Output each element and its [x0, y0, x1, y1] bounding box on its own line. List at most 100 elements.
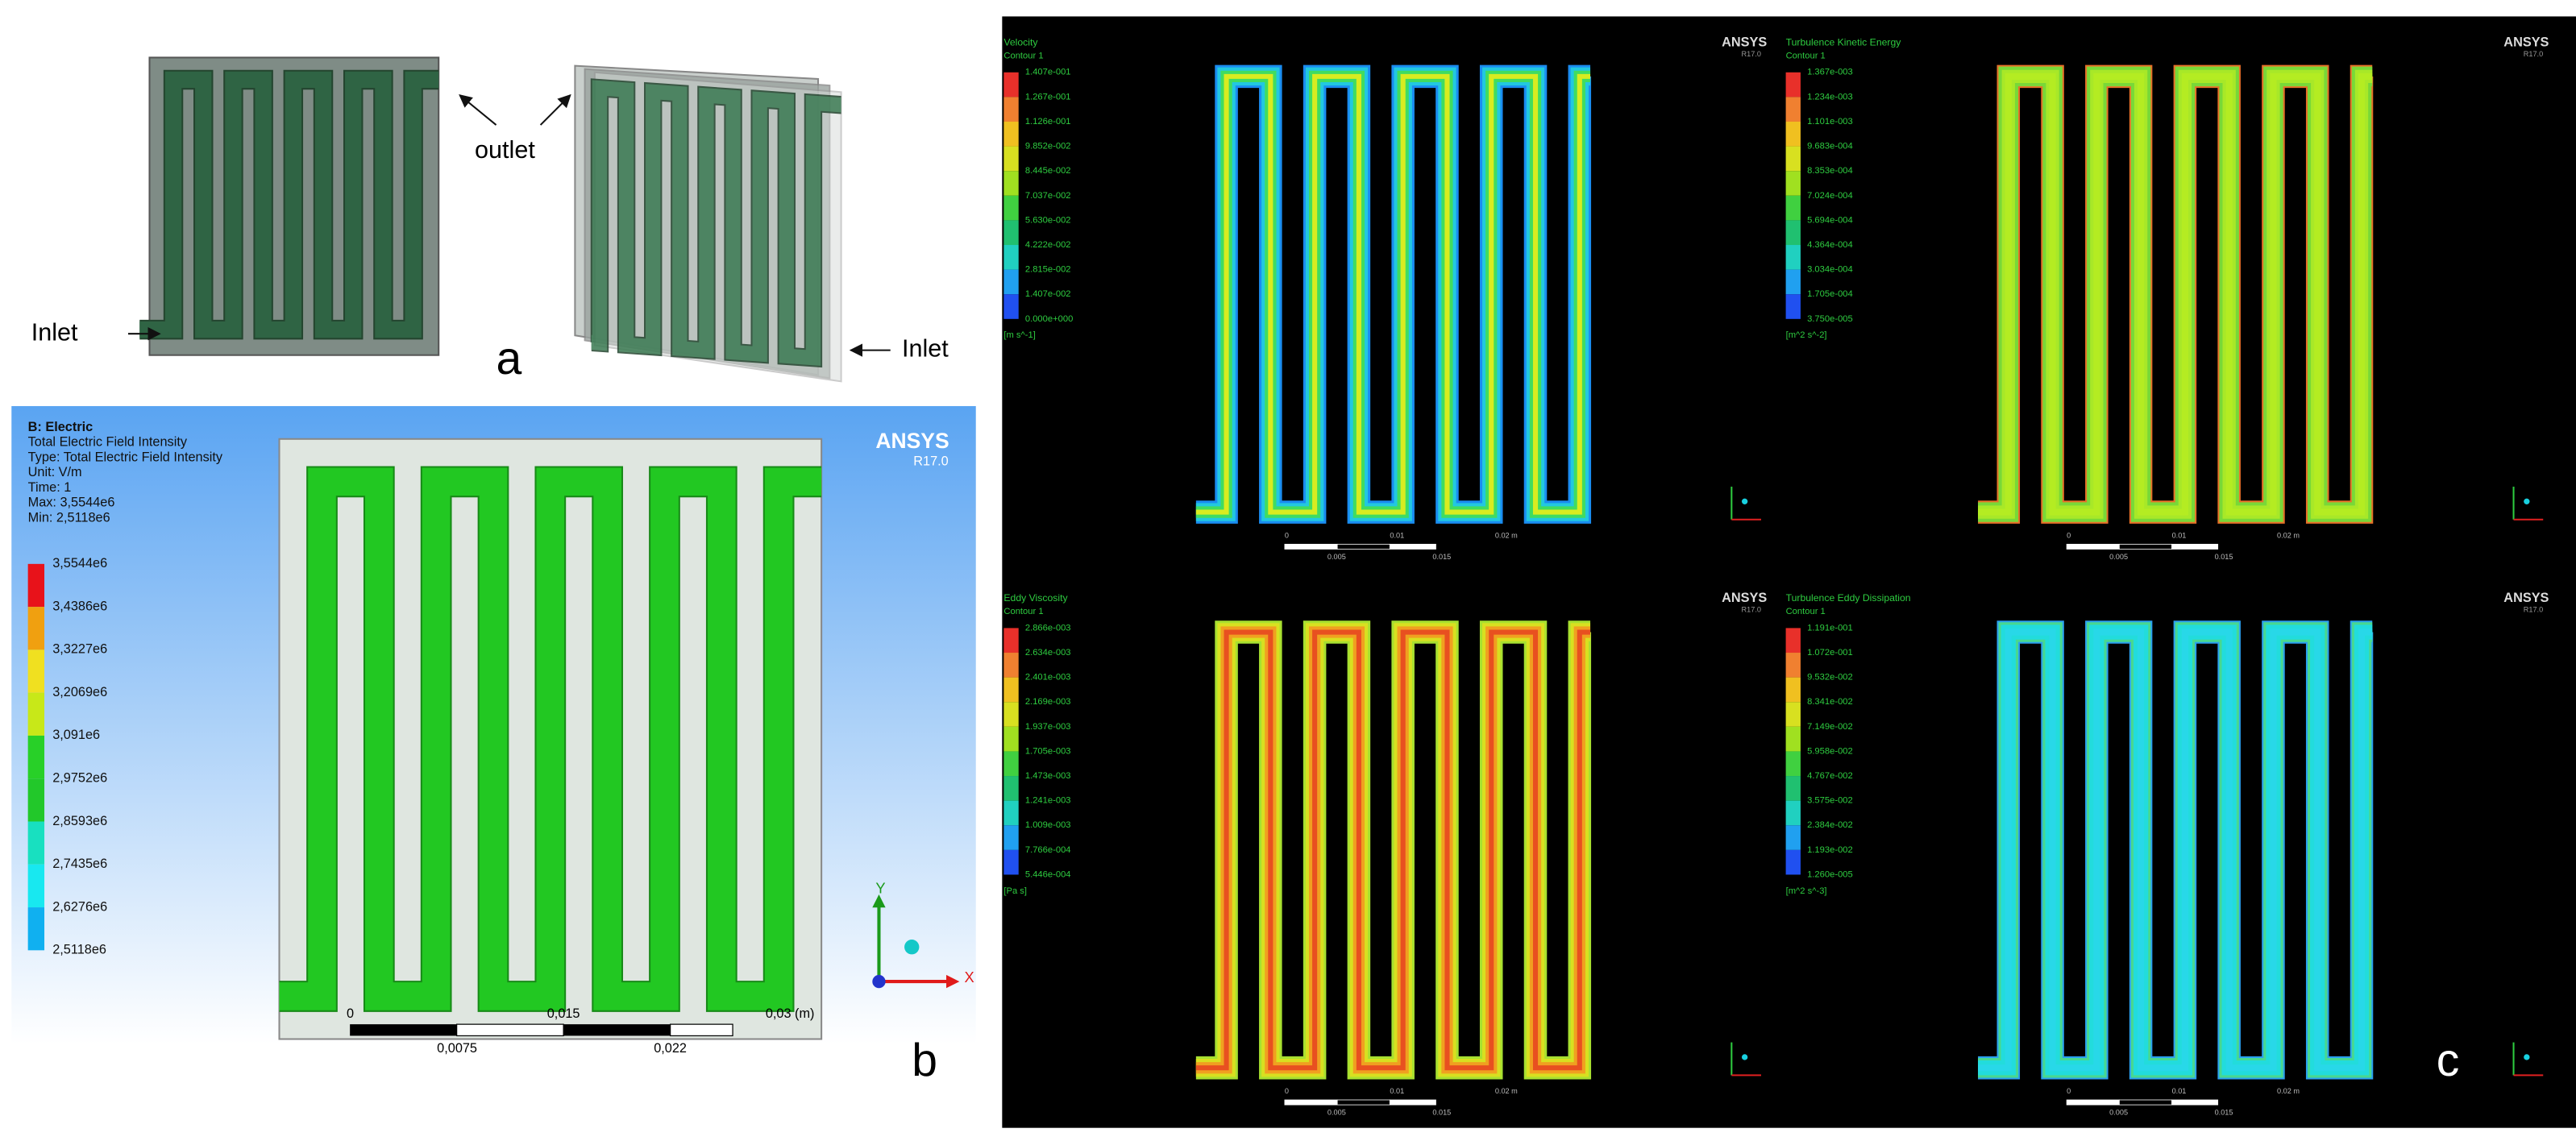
legend-label: 1.234e-003: [1807, 92, 1853, 102]
plot-subtitle: Contour 1: [1786, 51, 1826, 60]
legend-label: 4.364e-004: [1807, 240, 1853, 250]
axis-origin: [872, 974, 886, 989]
scale-label: 0: [2067, 532, 2071, 540]
legend-label: 7.149e-002: [1807, 722, 1853, 732]
legend-label: 1.705e-003: [1025, 746, 1071, 756]
scale-bar: [1389, 543, 1436, 550]
scale-bar: [1284, 543, 1338, 550]
arrow: [459, 94, 497, 126]
legend-swatch: [27, 907, 45, 951]
logo: ANSYS: [2503, 35, 2549, 49]
axis-z: [1741, 498, 1748, 504]
legend-label: 2.815e-002: [1025, 265, 1071, 275]
legend-swatch: [1003, 269, 1019, 295]
legend-swatch: [1003, 146, 1019, 172]
channel: [1978, 629, 2373, 1072]
header-line: B: Electric: [28, 420, 93, 434]
contour-plot: Velocity Contour 1 1.407e-001 1.267e-001 1.1…: [1003, 35, 1767, 561]
scale-bar: [563, 1024, 671, 1036]
scale-bar: [350, 1024, 457, 1036]
scale-label: 0.015: [1432, 1109, 1451, 1117]
header-line: Time: 1: [28, 480, 72, 495]
axis-arrow: [946, 974, 960, 989]
legend-label: 1.191e-001: [1807, 623, 1853, 633]
legend-swatch: [1785, 849, 1801, 875]
legend-label: 1.241e-003: [1025, 796, 1071, 806]
header-line: Total Electric Field Intensity: [28, 435, 188, 450]
legend-label: 7.024e-004: [1807, 191, 1853, 201]
contour-plot: Eddy Viscosity Contour 1 2.866e-003 2.634e-…: [1003, 591, 1767, 1117]
legend-swatch: [1785, 171, 1801, 196]
scale-bar: [2118, 1099, 2172, 1106]
legend-label: 7.037e-002: [1025, 191, 1071, 201]
scale-bar: [2066, 1099, 2120, 1106]
legend-swatch: [27, 821, 45, 865]
legend-label: 1.407e-002: [1025, 289, 1071, 299]
legend-swatch: [1785, 220, 1801, 246]
scale-label: 0,0075: [437, 1041, 477, 1056]
legend-label: 2.634e-003: [1025, 648, 1071, 658]
legend-label: 7.766e-004: [1025, 845, 1071, 855]
legend-swatch: [1785, 751, 1801, 777]
legend-swatch: [1003, 171, 1019, 196]
legend-label: 3,2069e6: [52, 685, 107, 699]
legend-label: 8.353e-004: [1807, 166, 1853, 176]
plot-title: Velocity: [1003, 36, 1038, 48]
scale-label: 0.02 m: [1495, 1087, 1518, 1095]
channel: [1195, 629, 1591, 1071]
legend-label: 3,4386e6: [52, 599, 107, 613]
scale-bar: [2171, 543, 2219, 550]
legend-swatch: [1003, 245, 1019, 270]
scale-label: 0.005: [1327, 553, 1346, 561]
logo: ANSYS: [1722, 591, 1767, 605]
legend-swatch: [1003, 628, 1019, 653]
scale-bar: [456, 1023, 564, 1037]
scale-label: 0,015: [547, 1006, 580, 1021]
logo: ANSYS: [2503, 591, 2549, 605]
scale-label: 0.005: [2109, 1109, 2128, 1117]
legend-swatch: [27, 649, 45, 693]
legend-label: 3,091e6: [52, 728, 100, 742]
channel: [1978, 73, 2373, 516]
legend-swatch: [1003, 97, 1019, 122]
legend-label: 2.866e-003: [1025, 623, 1071, 633]
legend-label: 1.101e-003: [1807, 117, 1853, 127]
scale-label: 0.01: [1390, 532, 1404, 540]
version: R17.0: [913, 454, 948, 469]
legend-swatch: [1785, 800, 1801, 826]
legend-label: 1.193e-002: [1807, 845, 1853, 855]
legend-label: 1.072e-001: [1807, 648, 1853, 658]
legend-swatch: [1003, 677, 1019, 703]
scale-label: 0.02 m: [2277, 532, 2300, 540]
contour-plot: Turbulence Kinetic Energy Contour 1 1.367e…: [1785, 35, 2549, 561]
scale-bar: [2066, 543, 2120, 550]
legend-swatch: [1785, 294, 1801, 319]
legend-swatch: [1785, 146, 1801, 172]
legend-swatch: [27, 692, 45, 736]
plot-title: Turbulence Eddy Dissipation: [1786, 592, 1911, 604]
legend-swatch: [1003, 195, 1019, 221]
panel-letter: b: [912, 1035, 937, 1086]
panel-b: ANSYS R17.0 Y X 0 0,015 0,03 (m) 0,0075 …: [11, 405, 976, 1086]
legend-label: 2.384e-002: [1807, 820, 1853, 830]
plot-subtitle: Contour 1: [1003, 607, 1043, 616]
scale-bar: [2171, 1099, 2219, 1106]
scale-label: 0: [347, 1006, 354, 1021]
legend-swatch: [27, 563, 45, 608]
version: R17.0: [2524, 605, 2543, 613]
scale-label: 0.02 m: [1495, 532, 1518, 540]
legend-label: 3,5544e6: [52, 556, 107, 570]
channel: [279, 467, 822, 1010]
legend-swatch: [1003, 702, 1019, 727]
legend-label: 3,3227e6: [52, 642, 107, 657]
axis-z: [2524, 1054, 2530, 1060]
axis-z: [904, 940, 920, 955]
scale-label: 0.01: [2172, 1087, 2187, 1095]
legend-label: 1.267e-001: [1025, 92, 1071, 102]
plot-title: Eddy Viscosity: [1003, 592, 1068, 604]
arrow: [539, 93, 571, 126]
legend-label: 0.000e+000: [1025, 314, 1073, 324]
legend-swatch: [1785, 195, 1801, 221]
legend-label: 2,7435e6: [52, 857, 107, 871]
scale-label: 0.015: [2215, 1109, 2233, 1117]
